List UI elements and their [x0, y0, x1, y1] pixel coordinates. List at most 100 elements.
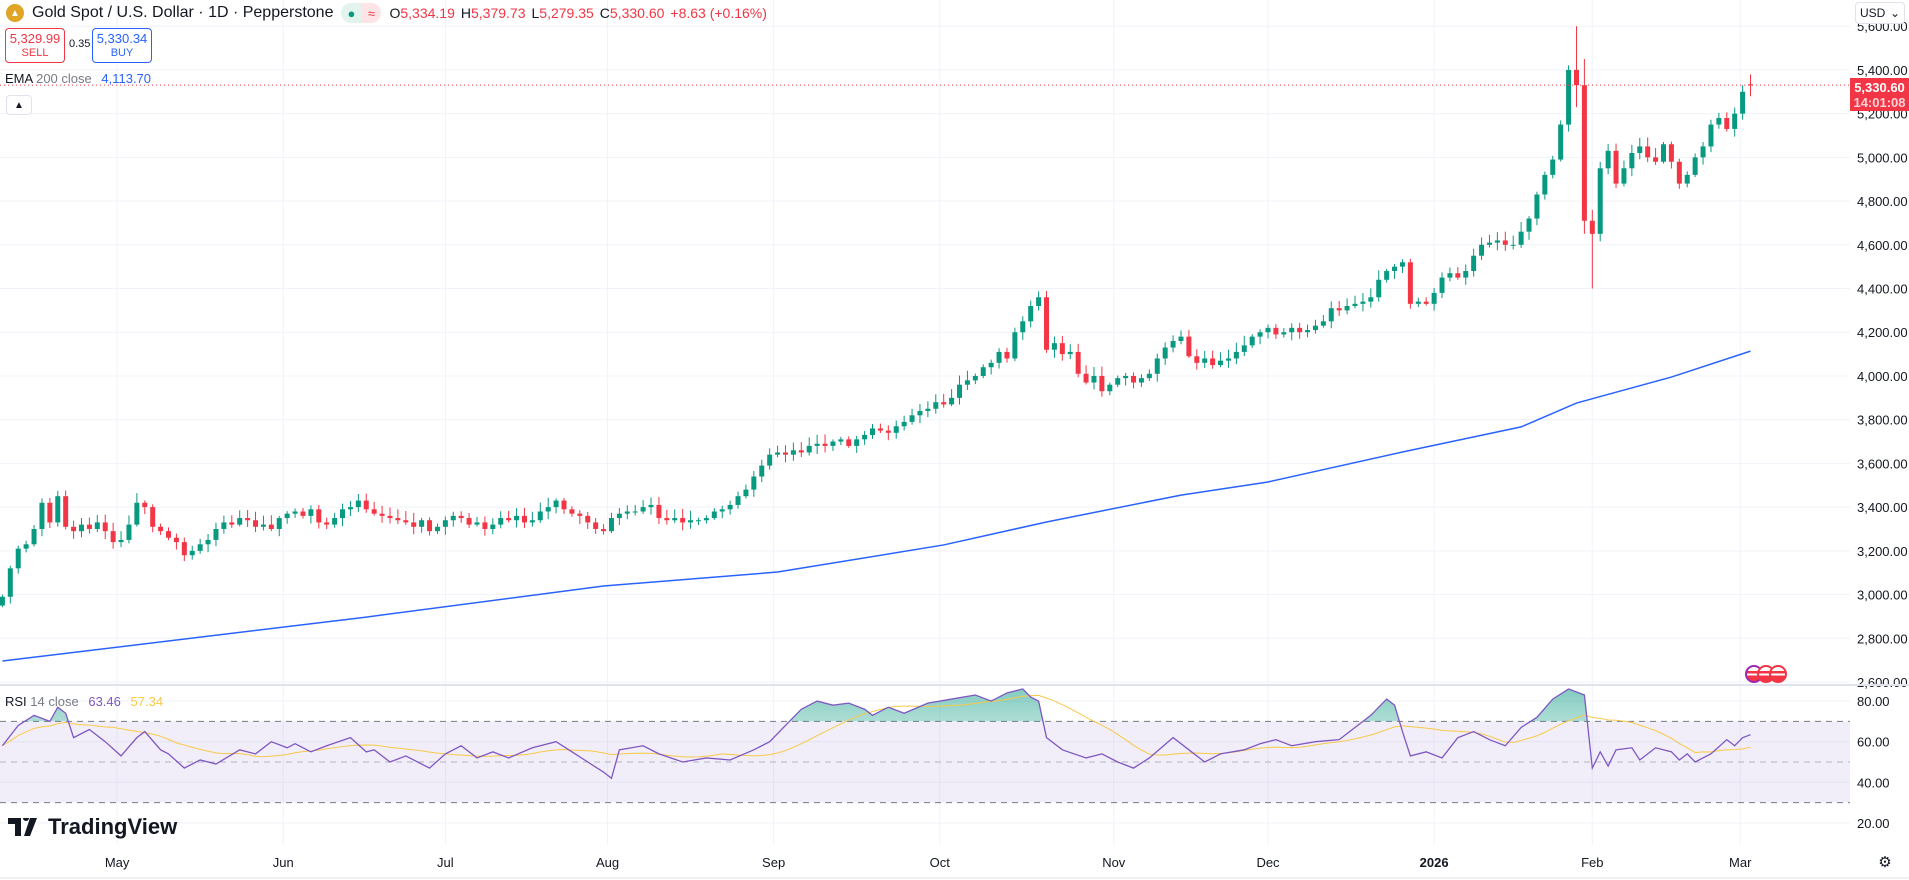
candle: [672, 509, 678, 524]
candle-body: [94, 522, 100, 529]
candle: [316, 504, 322, 529]
us-flag-icon[interactable]: [1769, 665, 1787, 683]
candle: [1178, 330, 1184, 345]
candle-body: [363, 500, 369, 510]
sell-button[interactable]: 5,329.99 SELL: [5, 28, 65, 63]
candle-body: [1502, 240, 1508, 245]
candle-body: [253, 520, 259, 527]
candle: [427, 517, 433, 536]
candle: [126, 515, 132, 544]
candle: [1273, 324, 1279, 340]
candle: [340, 503, 346, 527]
candle-body: [1194, 356, 1200, 363]
candle-body: [1581, 85, 1587, 221]
time-tick-label: Oct: [930, 855, 951, 870]
candle-body: [648, 504, 654, 508]
time-tick-label: Jun: [273, 855, 294, 870]
candle-body: [387, 515, 393, 519]
candle-body: [1186, 336, 1192, 357]
candle: [624, 505, 630, 520]
logo-text: TradingView: [48, 814, 178, 839]
ema-line: [2, 350, 1751, 662]
candle: [877, 423, 883, 434]
currency-dropdown[interactable]: USD ⌄: [1855, 2, 1905, 24]
candle: [205, 534, 211, 553]
price-tick-label: 5,400.00: [1857, 63, 1908, 78]
candle-body: [933, 402, 939, 409]
tradingview-logo[interactable]: TradingView: [8, 814, 177, 840]
rsi-line: [1, 688, 1751, 780]
rsi-legend[interactable]: RSI 14 close 63.46 57.34: [5, 694, 163, 709]
rsi-value: 63.46: [88, 694, 121, 709]
candle: [1194, 349, 1200, 370]
candle-body: [1352, 303, 1358, 307]
candle: [1700, 142, 1706, 165]
rsi-tick-label: 40.00: [1857, 775, 1890, 790]
candle-body: [316, 509, 322, 523]
candle: [1028, 300, 1034, 328]
candle: [490, 518, 496, 535]
candle-body: [616, 513, 622, 519]
candle-body: [1028, 306, 1034, 322]
candle: [86, 517, 92, 534]
time-tick-label: May: [105, 855, 130, 870]
candle-body: [782, 452, 788, 455]
candle: [355, 494, 361, 513]
candle: [47, 497, 53, 529]
candle-body: [680, 518, 686, 523]
candle: [1312, 319, 1318, 334]
collapse-legend-button[interactable]: ▲: [6, 95, 32, 115]
candle-body: [292, 511, 298, 514]
candle: [917, 403, 923, 424]
candle: [189, 545, 195, 560]
candle: [434, 523, 440, 535]
candle: [506, 510, 512, 523]
candle: [1439, 272, 1445, 299]
candle: [616, 507, 622, 526]
candle-body: [1684, 174, 1690, 184]
candle: [553, 498, 559, 514]
candle-body: [1138, 378, 1144, 383]
price-tick-label: 2,600.00: [1857, 675, 1908, 690]
candle-body: [577, 513, 583, 516]
candle: [260, 515, 266, 531]
candle-body: [166, 531, 172, 538]
candle: [1123, 372, 1129, 386]
rsi-tick-label: 80.00: [1857, 694, 1890, 709]
candle: [1447, 267, 1453, 282]
candle: [1526, 216, 1532, 240]
candle-body: [798, 450, 804, 453]
candle: [142, 500, 148, 515]
candle: [1036, 291, 1042, 311]
open-value: 5,334.19: [400, 5, 455, 21]
price-tick-label: 3,000.00: [1857, 588, 1908, 603]
symbol-title[interactable]: Gold Spot / U.S. Dollar · 1D · Peppersto…: [32, 4, 334, 21]
candle: [1384, 268, 1390, 283]
candle: [814, 434, 820, 455]
candle-body: [47, 502, 53, 523]
candle: [719, 505, 725, 519]
candle: [1542, 171, 1548, 200]
candle-body: [340, 509, 346, 519]
buy-button[interactable]: 5,330.34 BUY: [92, 28, 152, 63]
candle: [1724, 112, 1730, 132]
candle-body: [672, 518, 678, 521]
candle-body: [1312, 325, 1318, 331]
candle: [703, 515, 709, 524]
candle-body: [1154, 358, 1160, 374]
candle-body: [719, 509, 725, 512]
candle-body: [150, 507, 156, 527]
candle: [601, 524, 607, 535]
candle: [1202, 351, 1208, 369]
market-status[interactable]: ● ≈: [341, 3, 382, 23]
candle-body: [300, 511, 306, 516]
economic-events[interactable]: [1745, 665, 1787, 683]
settings-icon[interactable]: ⚙: [1878, 854, 1892, 871]
candle: [996, 348, 1002, 369]
price-tick-label: 5,000.00: [1857, 150, 1908, 165]
candle-body: [15, 548, 21, 569]
candle: [166, 527, 172, 541]
ema-legend[interactable]: EMA 200 close 4,113.70: [5, 71, 151, 86]
symbol-legend[interactable]: ▲ Gold Spot / U.S. Dollar · 1D · Peppers…: [6, 3, 767, 23]
